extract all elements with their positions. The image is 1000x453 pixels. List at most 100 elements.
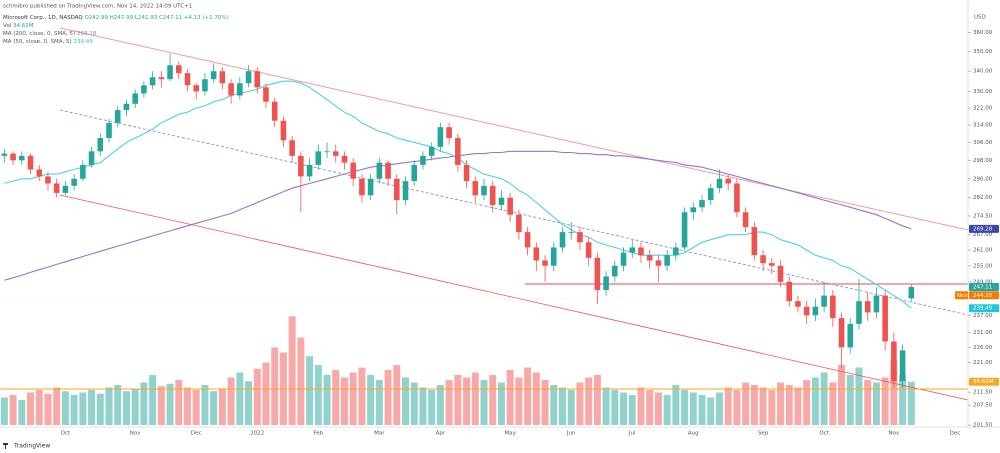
volume-bar [715,392,723,425]
quote: O242.99 H247.99 L241.93 C247.11 +4.13 (+… [84,15,228,21]
volume-bar [593,375,601,425]
candle-body [742,212,749,228]
volume-bar [611,390,619,425]
candle-body [899,350,906,382]
candle-body [542,260,548,266]
legend-value: 239.49 [73,39,93,45]
volume-bar [210,391,218,425]
volume-bar [131,388,139,425]
volume-bar [489,375,497,425]
candle-body [612,265,618,277]
volume-bar [855,367,863,425]
price-tags: 269.28 247.11 244.10 Nov 239.49 34.62M [955,224,999,386]
y-tick-label: 314.00 [973,122,993,128]
candle-body [420,155,426,165]
candle-body [777,265,784,282]
candle-body [489,185,496,205]
candle-body [306,164,313,177]
y-tick-label: 211.50 [973,390,993,396]
volume-bar [201,385,209,425]
price-tag [969,283,999,292]
y-tick-label: 261.00 [973,248,993,254]
candle-body [27,155,34,170]
candle-body [402,181,409,201]
volume-bar [436,385,444,425]
volume-bar [419,387,427,425]
candle-body [411,164,418,182]
candle-body [803,306,810,316]
volume-bar [88,390,96,425]
volume-bar [576,382,584,425]
candle-body [123,103,130,111]
volume-bar [375,380,383,425]
volume-bar [323,375,331,425]
candle-body [1,153,8,156]
candle-body [298,155,304,177]
candle-body [725,178,731,184]
candle-body [245,71,252,84]
volume-bar [672,385,680,425]
candle-body [193,85,200,92]
candle-body [149,77,156,86]
volume-bar [872,382,880,425]
y-tick-label: 322.00 [973,105,993,111]
candle-body [36,169,43,177]
candle-body [97,138,104,152]
candle-body [646,255,653,261]
volume-bar [811,377,819,425]
volume-bar [899,375,907,425]
ma200-legend: MA (200, close, 0, SMA, 5) 269.28 [3,31,97,37]
volume-bar [428,390,436,425]
volume-bar [227,377,235,425]
y-tick-label: 201.50 [973,423,993,429]
volume-bar [724,387,732,425]
candle-body [376,162,383,179]
volume-bar [236,372,244,425]
volume-bar [881,377,889,425]
price-tag-label: 269.28 [973,226,993,232]
volume-bar [332,370,340,425]
volume-bar [646,390,654,425]
volume-bar [777,382,784,425]
volume-bar [140,382,148,425]
candle-body [838,318,845,348]
candle-body [481,185,487,196]
candle-body [263,87,269,102]
price-tag [969,377,999,386]
volume-bar [585,377,593,425]
x-tick-label: Sep [758,431,769,437]
currency: USD [974,15,986,21]
candle-body [385,162,391,179]
volume-bar [271,347,279,425]
candle-body [760,255,766,264]
x-tick-label: May [504,431,516,437]
volume-bar [18,400,26,425]
y-tick-label: 340.00 [973,69,993,75]
volume-bar [654,392,662,425]
volume-bar [890,360,898,425]
tag-note: Nov [957,293,968,299]
candle-body [673,247,679,256]
volume-bar [410,382,418,425]
candle-body [638,247,644,256]
candle-body [228,83,234,96]
volume-bar [567,390,575,425]
candle-body [210,71,217,80]
candle-body [568,232,574,233]
volume-bar [122,391,130,425]
volume-bar [698,395,706,425]
y-tick-label: 282.00 [973,195,993,201]
volume-bar [524,367,532,425]
candle-body [603,276,609,291]
price-tag [969,291,999,300]
y-tick-label: 231.00 [973,330,993,336]
symbol-legend: Microsoft Corp., 1D, NASDAQ O242.99 H247… [3,15,229,21]
volume-bar [253,368,261,425]
candle-body [847,323,854,348]
volume-bar [149,375,157,425]
volume-bar [759,387,767,425]
y-tick-label: 274.50 [973,213,993,219]
candle-body [768,263,775,266]
